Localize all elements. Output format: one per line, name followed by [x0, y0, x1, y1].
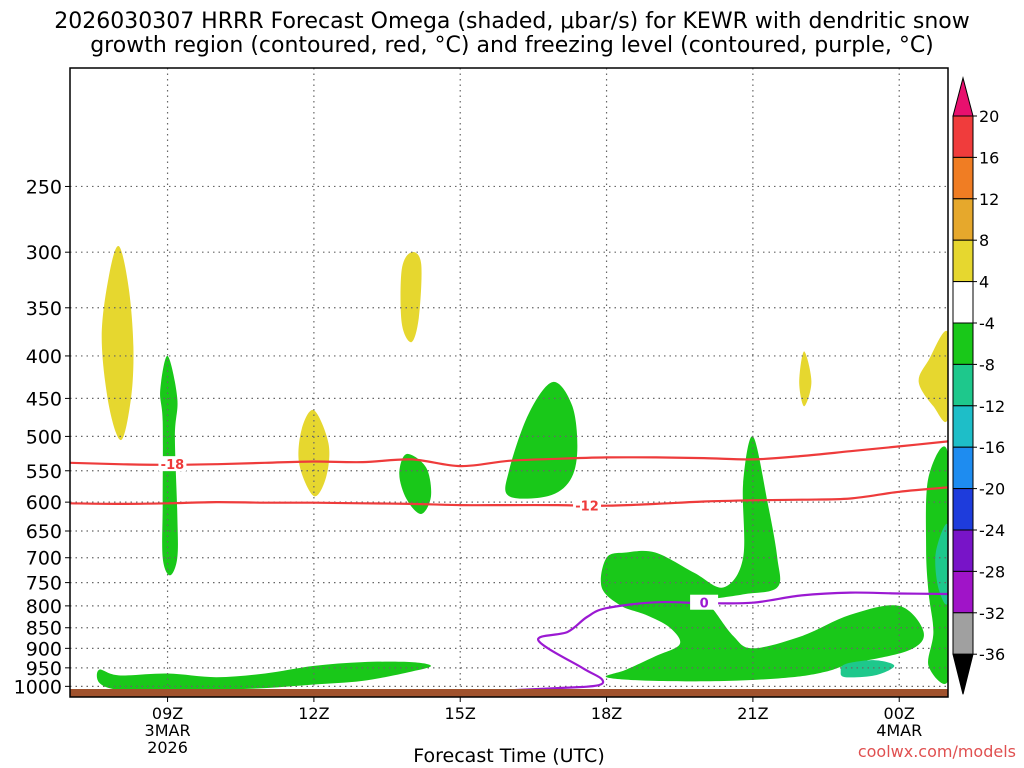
omega-region	[600, 436, 924, 682]
colorbar-segment	[952, 405, 974, 448]
colorbar-label: -28	[979, 562, 1005, 581]
contour-label: -18	[161, 458, 185, 473]
colorbar-label: 12	[979, 190, 999, 209]
x-tick-label: 15Z	[445, 704, 476, 723]
colorbar-segment	[952, 115, 974, 158]
y-tick-label: 300	[26, 242, 62, 264]
x-tick-label: 12Z	[298, 704, 329, 723]
colorbar-label: 8	[979, 231, 989, 250]
chart-title-line-2: growth region (contoured, red, °C) and f…	[90, 33, 934, 58]
y-tick-label: 600	[26, 492, 62, 514]
y-tick-label: 500	[26, 426, 62, 448]
colorbar-label: -36	[979, 645, 1005, 664]
y-tick-label: 750	[26, 573, 62, 595]
y-tick-label: 850	[26, 618, 62, 640]
colorbar-bottom-arrow	[952, 653, 974, 695]
contour-label-bg	[158, 456, 187, 472]
colorbar-label: -24	[979, 521, 1005, 540]
omega-region	[399, 453, 432, 515]
contour-label-bg	[690, 594, 719, 610]
colorbar-label: -12	[979, 397, 1005, 416]
ground-surface	[70, 689, 948, 697]
contour-label: -12	[575, 500, 599, 515]
x-tick-label: 4MAR	[876, 721, 922, 740]
colorbar-segment	[952, 488, 974, 531]
colorbar-segment	[952, 446, 974, 490]
colorbar-label: -8	[979, 355, 995, 374]
colorbar-segment	[952, 612, 974, 655]
colorbar-segment	[952, 156, 974, 200]
contour-line	[70, 440, 948, 468]
y-tick-label: 700	[26, 548, 62, 570]
y-tick-label: 550	[26, 461, 62, 483]
omega-region	[505, 381, 578, 499]
axes-layer: 2503003504004505005506006507007508008509…	[14, 67, 949, 757]
colorbar-segment	[952, 363, 974, 407]
omega-region	[799, 351, 812, 407]
colorbar-segment	[952, 529, 974, 572]
chart-title-line-1: 2026030307 HRRR Forecast Omega (shaded, …	[54, 9, 970, 34]
colorbar-label: -20	[979, 480, 1005, 499]
colorbar-label: -4	[979, 314, 995, 333]
x-axis-title: Forecast Time (UTC)	[413, 745, 605, 767]
x-tick-label: 3MAR	[145, 721, 191, 740]
colorbar-segment	[952, 281, 974, 324]
x-tick-label: 09Z	[152, 704, 183, 723]
plot-frame	[69, 67, 949, 698]
omega-region	[918, 330, 948, 423]
y-tick-label: 950	[26, 658, 62, 680]
contour-line	[70, 486, 948, 507]
omega-region	[101, 245, 134, 441]
colorbar-segment	[952, 322, 974, 365]
omega-shading-layer	[96, 245, 948, 692]
omega-region	[400, 251, 422, 343]
y-tick-label: 250	[26, 176, 62, 198]
x-tick-label: 21Z	[737, 704, 768, 723]
x-tick-label: 18Z	[591, 704, 622, 723]
omega-region	[96, 661, 431, 692]
contour-label: 0	[700, 597, 709, 612]
grid-layer	[70, 68, 948, 697]
colorbar-segment	[952, 239, 974, 283]
y-tick-label: 800	[26, 596, 62, 618]
omega-region	[935, 523, 948, 605]
colorbar-top-arrow	[952, 76, 974, 117]
terrain-layer	[70, 689, 948, 697]
colorbar-label: -16	[979, 438, 1005, 457]
colorbar-segment	[952, 570, 974, 614]
y-tick-label: 400	[26, 346, 62, 368]
y-tick-label: 900	[26, 638, 62, 660]
y-tick-label: 1000	[14, 676, 62, 698]
y-tick-label: 450	[26, 388, 62, 410]
omega-colorbar: 20 16 12 8 4 -4 -8 -12 -16 -20 -24 -28 -32 -36	[952, 76, 1005, 695]
colorbar-label: 20	[979, 107, 999, 126]
y-tick-label: 350	[26, 298, 62, 320]
colorbar-label: 16	[979, 148, 999, 167]
y-tick-label: 650	[26, 521, 62, 543]
contour-label-bg	[573, 497, 602, 513]
x-tick-label: 2026	[147, 738, 188, 757]
omega-region	[840, 660, 895, 678]
colorbar-segment	[952, 198, 974, 241]
colorbar-label: 4	[979, 273, 989, 292]
contour-layer: -18 -12 0	[70, 440, 948, 695]
colorbar-label: -32	[979, 604, 1005, 623]
x-tick-label: 00Z	[884, 704, 915, 723]
site-credit: coolwx.com/models	[857, 742, 1016, 761]
